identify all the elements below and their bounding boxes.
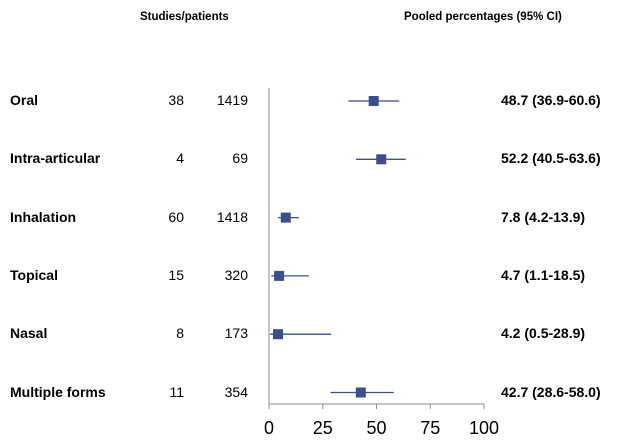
row-label: Inhalation [10,208,77,225]
x-tick-label: 50 [366,418,386,438]
x-tick-label: 100 [469,418,499,438]
row-studies: 8 [176,325,184,342]
row-patients: 1419 [216,92,248,108]
row-patients: 1418 [216,208,248,225]
point-estimate-marker [376,154,387,165]
x-axis: 0 25 50 75 100 [264,88,499,438]
row-label: Topical [10,266,58,283]
point-estimate-marker [274,270,285,281]
row-pooled-percentage: 48.7 (36.9-60.6) [501,92,601,108]
row-label: Nasal [10,325,48,342]
row-pooled-percentage: 52.2 (40.5-63.6) [501,150,601,167]
studies-patients-header: Studies/patients [140,11,229,23]
row-pooled-percentage: 4.7 (1.1-18.5) [501,266,586,283]
row-patients: 69 [232,150,248,167]
pooled-percentages-header: Pooled percentages (95% CI) [404,11,562,23]
row-label: Oral [10,92,39,108]
row-studies: 38 [168,92,184,108]
row-studies: 60 [168,208,184,225]
row-patients: 173 [224,325,248,342]
row-patients: 320 [224,266,248,283]
row-studies: 4 [176,150,184,167]
row-studies: 15 [168,266,184,283]
row-pooled-percentage: 7.8 (4.2-13.9) [501,208,586,225]
row-studies: 11 [169,383,184,400]
row-label: Multiple forms [10,383,106,400]
point-estimate-marker [280,212,291,223]
x-tick-label: 75 [420,418,440,438]
point-estimate-marker [355,387,366,398]
point-estimate-marker [273,329,284,340]
x-tick-label: 25 [313,418,333,438]
forest-marks [270,96,406,398]
row-label: Intra-articular [10,150,101,167]
x-tick-label: 0 [264,418,274,438]
row-pooled-percentage: 4.2 (0.5-28.9) [501,325,586,342]
point-estimate-marker [368,96,379,106]
row-patients: 354 [224,383,248,400]
row-pooled-percentage: 42.7 (28.6-58.0) [501,383,601,400]
